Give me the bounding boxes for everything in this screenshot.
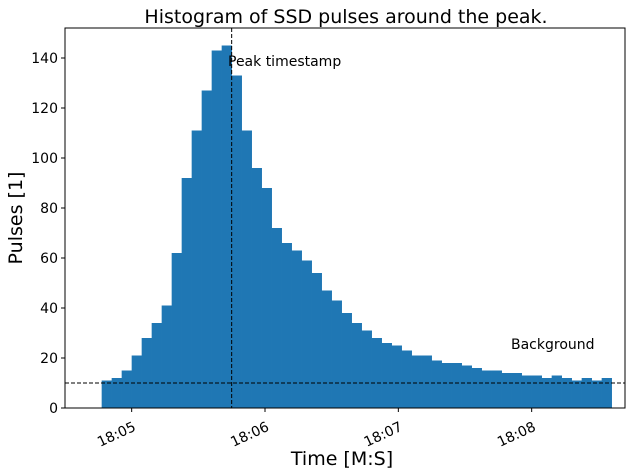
x-tick-label: 18:07	[362, 419, 405, 451]
histogram-bar	[431, 360, 442, 408]
histogram-bar	[201, 90, 212, 408]
histogram-bar	[391, 345, 402, 408]
histogram-bar	[341, 313, 352, 408]
x-tick-label: 18:06	[228, 419, 271, 451]
plot-frame	[64, 27, 626, 409]
y-axis-label: Pulses [1]	[5, 172, 27, 265]
histogram-bar	[521, 375, 532, 408]
histogram-bar	[161, 305, 172, 408]
x-axis-ticks: 18:05 18:06 18:07 18:08	[95, 408, 538, 451]
histogram-bar	[211, 50, 222, 408]
histogram-bar	[491, 370, 502, 408]
histogram-bar	[501, 373, 512, 408]
histogram-bar	[281, 243, 292, 408]
histogram-bar	[361, 330, 372, 408]
reference-lines	[65, 28, 625, 408]
histogram-bar	[551, 375, 562, 408]
histogram-bar	[561, 378, 572, 408]
histogram-bar	[321, 290, 332, 408]
histogram-bar	[471, 368, 482, 408]
histogram-bar	[571, 380, 582, 408]
histogram-bar	[591, 380, 602, 408]
histogram-bar	[251, 168, 262, 408]
histogram-bar	[261, 188, 272, 408]
histogram-bar	[191, 130, 202, 408]
x-tick-label: 18:05	[95, 419, 138, 451]
histogram-bar	[441, 363, 452, 408]
histogram-bar	[531, 375, 542, 408]
histogram-bar	[221, 45, 232, 408]
x-tick-label: 18:08	[495, 419, 538, 451]
histogram-bar	[481, 370, 492, 408]
histogram-bar	[131, 355, 142, 408]
histogram-bar	[331, 300, 342, 408]
histogram-bar	[311, 273, 322, 408]
chart-title: Histogram of SSD pulses around the peak.	[144, 6, 547, 28]
histogram-bar	[411, 355, 422, 408]
bars-group	[101, 45, 612, 408]
histogram-bar	[111, 378, 122, 408]
histogram-bar	[101, 380, 112, 408]
y-tick-label: 80	[40, 201, 58, 217]
histogram-bar	[511, 373, 522, 408]
y-tick-label: 60	[40, 251, 58, 267]
histogram-bar	[301, 260, 312, 408]
histogram-bar	[581, 378, 592, 408]
histogram-bar	[231, 75, 242, 408]
y-tick-label: 100	[31, 151, 58, 167]
background-annotation: Background	[511, 337, 595, 353]
histogram-bar	[121, 370, 132, 408]
histogram-bar	[421, 355, 432, 408]
histogram-bar	[351, 323, 362, 408]
x-axis-label: Time [M:S]	[290, 448, 393, 470]
peak-annotation: Peak timestamp	[228, 54, 341, 70]
histogram-bar	[141, 338, 152, 408]
histogram-bar	[451, 363, 462, 408]
histogram-bar	[541, 378, 552, 408]
histogram-bar	[291, 250, 302, 408]
histogram-bar	[601, 378, 612, 408]
histogram-bar	[181, 178, 192, 408]
histogram-bar	[271, 228, 282, 408]
histogram-bar	[241, 130, 252, 408]
histogram-bar	[461, 365, 472, 408]
histogram-bar	[371, 338, 382, 408]
y-tick-label: 20	[40, 351, 58, 367]
y-tick-label: 140	[31, 51, 58, 67]
y-tick-label: 120	[31, 101, 58, 117]
y-tick-label: 0	[49, 401, 58, 417]
histogram-bar	[151, 323, 162, 408]
histogram-bar	[401, 350, 412, 408]
histogram-bar	[381, 343, 392, 408]
y-axis-ticks: 0 20 40 60 80 100 120 140	[31, 51, 65, 417]
y-tick-label: 40	[40, 301, 58, 317]
histogram-bar	[171, 253, 182, 408]
